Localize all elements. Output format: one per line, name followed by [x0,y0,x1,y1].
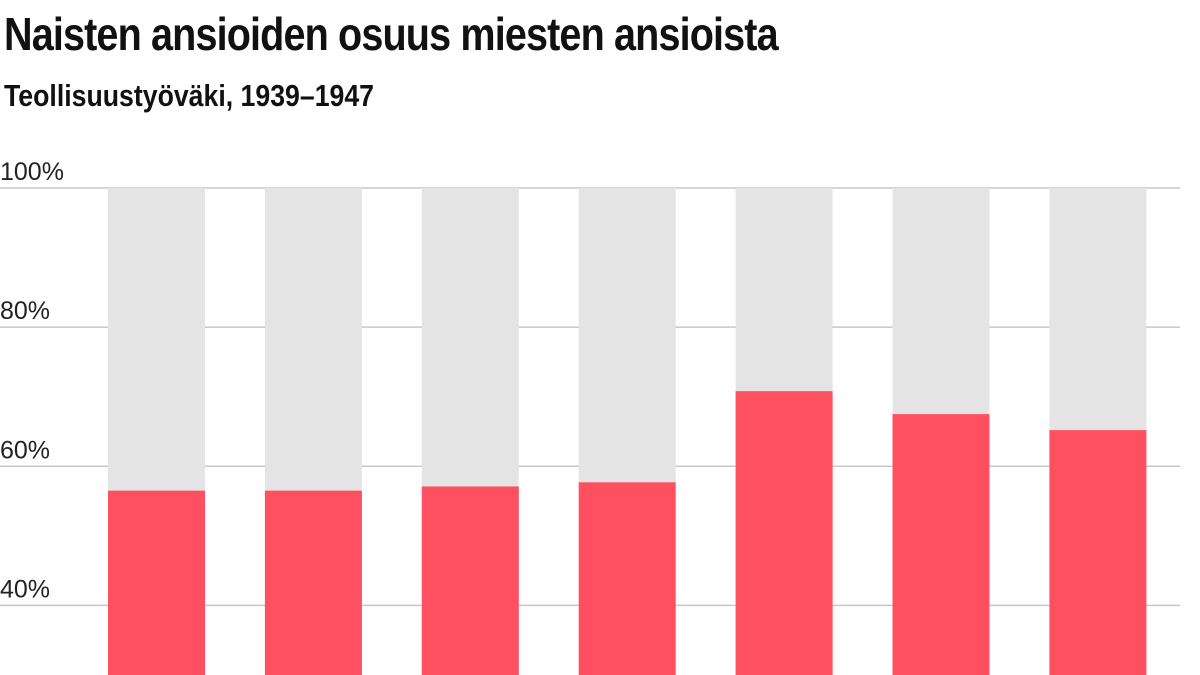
y-tick-label: 60% [0,436,50,464]
y-axis-ticks: 40% 60% 80% 100% [0,158,64,603]
chart-title: Naisten ansioiden osuus miesten ansioist… [4,8,779,60]
bar-value [578,482,676,675]
y-tick-label: 40% [0,575,50,603]
bars [108,188,1147,675]
y-tick-label: 80% [0,297,50,325]
bar-value [892,414,990,675]
chart-subtitle: Teollisuustyöväki, 1939–1947 [4,78,375,113]
bar-value [735,391,833,675]
bar-value [1049,430,1147,675]
y-tick-label: 100% [0,158,64,186]
bar-value [264,490,362,675]
bar-value [108,490,205,675]
bar-value [421,486,519,675]
